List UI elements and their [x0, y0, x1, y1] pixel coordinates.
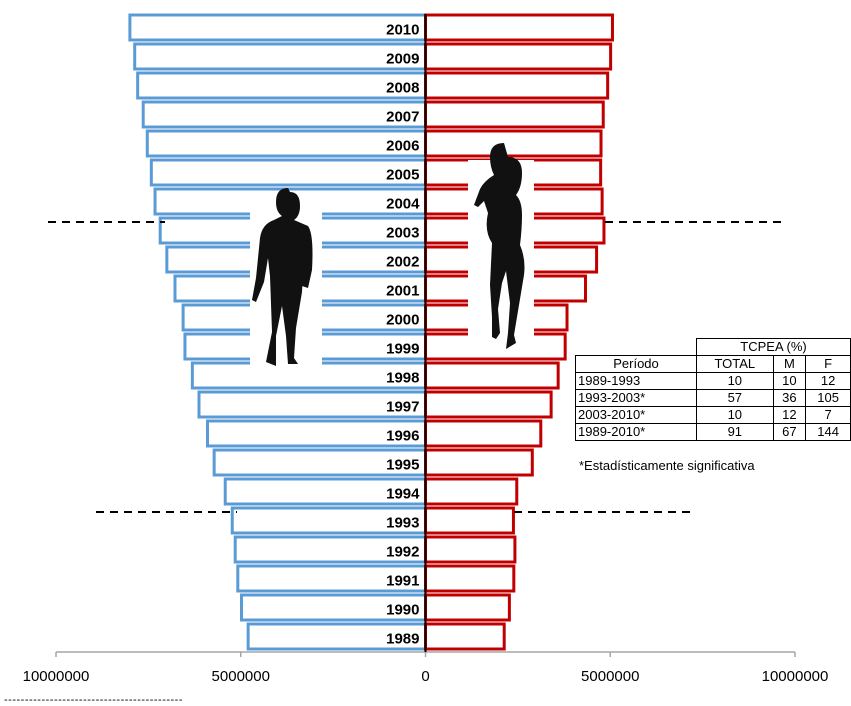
year-label: 1995 [386, 457, 419, 474]
bar-right-1990 [424, 593, 511, 622]
bar-left-1993 [230, 506, 427, 535]
table-cell: 91 [696, 423, 774, 441]
table-cell: 105 [805, 389, 851, 407]
year-label: 1992 [386, 544, 419, 561]
table-cell: 2003-2010* [574, 406, 698, 424]
table-col-header: F [805, 355, 851, 373]
year-label: 1990 [386, 602, 419, 619]
year-label: 1991 [386, 573, 419, 590]
year-label: 2005 [386, 167, 419, 184]
bar-right-1989 [424, 622, 506, 651]
year-label: 2009 [386, 51, 419, 68]
year-label: 2004 [386, 196, 420, 213]
bar-right-1991 [424, 564, 516, 593]
footer-rule: ----------------------------------------… [4, 694, 184, 706]
table-empty-cell [576, 339, 697, 356]
bar-right-1993 [424, 506, 515, 535]
bar-left-2008 [136, 71, 428, 100]
year-label: 1999 [386, 341, 419, 358]
year-label: 2008 [386, 80, 419, 97]
bar-right-1994 [424, 477, 519, 506]
table-header-row: Período TOTAL M F [574, 355, 851, 373]
year-label: 1989 [386, 631, 419, 648]
bar-left-2006 [145, 129, 427, 158]
year-label: 1994 [386, 486, 420, 503]
bar-left-1997 [197, 390, 427, 419]
table-col-header: Período [574, 355, 698, 373]
year-label: 2001 [386, 283, 419, 300]
table-cell: 1989-1993 [574, 372, 698, 390]
year-label: 1998 [386, 370, 419, 387]
table-col-header: TOTAL [696, 355, 774, 373]
table-cell: 10 [772, 372, 807, 390]
table-row: 2003-2010* 10 12 7 [574, 406, 851, 424]
table-cell: 12 [805, 372, 851, 390]
tcpea-table: TCPEA (%) Período TOTAL M F 1989-1993 10… [574, 338, 851, 441]
year-label: 2006 [386, 138, 419, 155]
table-row: 1989-2010* 91 67 144 [574, 423, 851, 441]
table-cell: 1993-2003* [574, 389, 698, 407]
x-tick-label: 0 [421, 668, 429, 685]
year-label: 2010 [386, 22, 419, 39]
bar-right-2010 [424, 13, 614, 42]
year-label: 2007 [386, 109, 419, 126]
man-silhouette [252, 188, 313, 366]
year-label: 1996 [386, 428, 419, 445]
bar-left-2010 [128, 13, 427, 42]
table-cell: 7 [805, 406, 851, 424]
table-header-group-row: TCPEA (%) [576, 338, 851, 356]
bar-right-2009 [424, 42, 613, 71]
table-cell: 10 [696, 406, 774, 424]
x-tick-label: 5000000 [212, 668, 270, 685]
bar-left-1990 [239, 593, 427, 622]
bar-left-1996 [205, 419, 427, 448]
bar-left-2005 [149, 158, 427, 187]
x-tick-label: 10000000 [762, 668, 829, 685]
table-note: *Estadísticamente significativa [579, 458, 755, 473]
table-cell: 67 [772, 423, 807, 441]
bar-left-1989 [246, 622, 427, 651]
year-label: 2003 [386, 225, 419, 242]
table-cell: 1989-2010* [574, 423, 698, 441]
bar-left-2007 [141, 100, 427, 129]
x-tick-label: 10000000 [23, 668, 90, 685]
bar-left-2009 [133, 42, 428, 71]
table-row: 1993-2003* 57 36 105 [574, 389, 851, 407]
year-label: 1993 [386, 515, 419, 532]
table-cell: 36 [772, 389, 807, 407]
bar-right-2007 [424, 100, 605, 129]
bar-right-1996 [424, 419, 543, 448]
year-label: 2002 [386, 254, 419, 271]
bar-left-1991 [236, 564, 427, 593]
table-cell: 57 [696, 389, 774, 407]
table-col-header: M [772, 355, 807, 373]
bar-right-1995 [424, 448, 534, 477]
bar-right-2006 [424, 129, 603, 158]
table-cell: 144 [805, 423, 851, 441]
year-label: 2000 [386, 312, 419, 329]
bar-right-1998 [424, 361, 560, 390]
bar-right-1997 [424, 390, 553, 419]
x-tick-label: 5000000 [581, 668, 639, 685]
table-header-group: TCPEA (%) [696, 338, 851, 356]
table-cell: 10 [696, 372, 774, 390]
woman-silhouette [474, 143, 525, 349]
table-row: 1989-1993 10 10 12 [574, 372, 851, 390]
table-cell: 12 [772, 406, 807, 424]
bar-right-1992 [424, 535, 517, 564]
bar-right-2008 [424, 71, 610, 100]
year-label: 1997 [386, 399, 419, 416]
